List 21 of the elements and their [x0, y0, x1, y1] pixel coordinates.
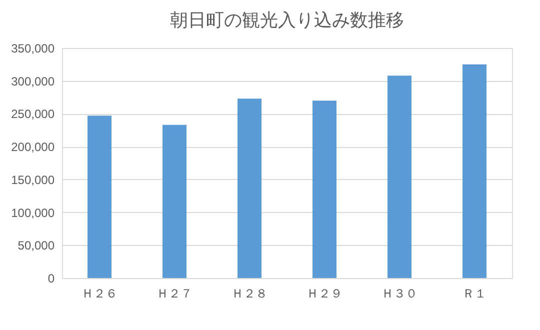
y-tick-label: 0 [48, 272, 55, 286]
x-tick-label: Ｒ１ [462, 286, 486, 300]
x-tick-label: Ｈ２６ [82, 286, 118, 300]
y-tick-label: 350,000 [11, 42, 55, 56]
bar [312, 100, 336, 278]
y-tick-label: 100,000 [11, 206, 55, 220]
bar [162, 124, 186, 278]
y-tick-label: 200,000 [11, 140, 55, 154]
y-tick-label: 50,000 [18, 238, 55, 253]
y-tick-label: 300,000 [11, 74, 55, 88]
x-tick-label: Ｈ２９ [306, 286, 342, 300]
chart-title: 朝日町の観光入り込み数推移 [170, 10, 404, 31]
bar [88, 116, 112, 278]
x-tick-label: Ｈ３０ [382, 286, 418, 300]
x-tick-label: Ｈ２７ [156, 286, 192, 300]
bar [462, 64, 486, 278]
bar [388, 76, 412, 278]
x-tick-label: Ｈ２８ [232, 286, 268, 300]
y-tick-label: 150,000 [11, 172, 55, 187]
y-tick-label: 250,000 [11, 107, 55, 122]
bar [238, 98, 262, 278]
